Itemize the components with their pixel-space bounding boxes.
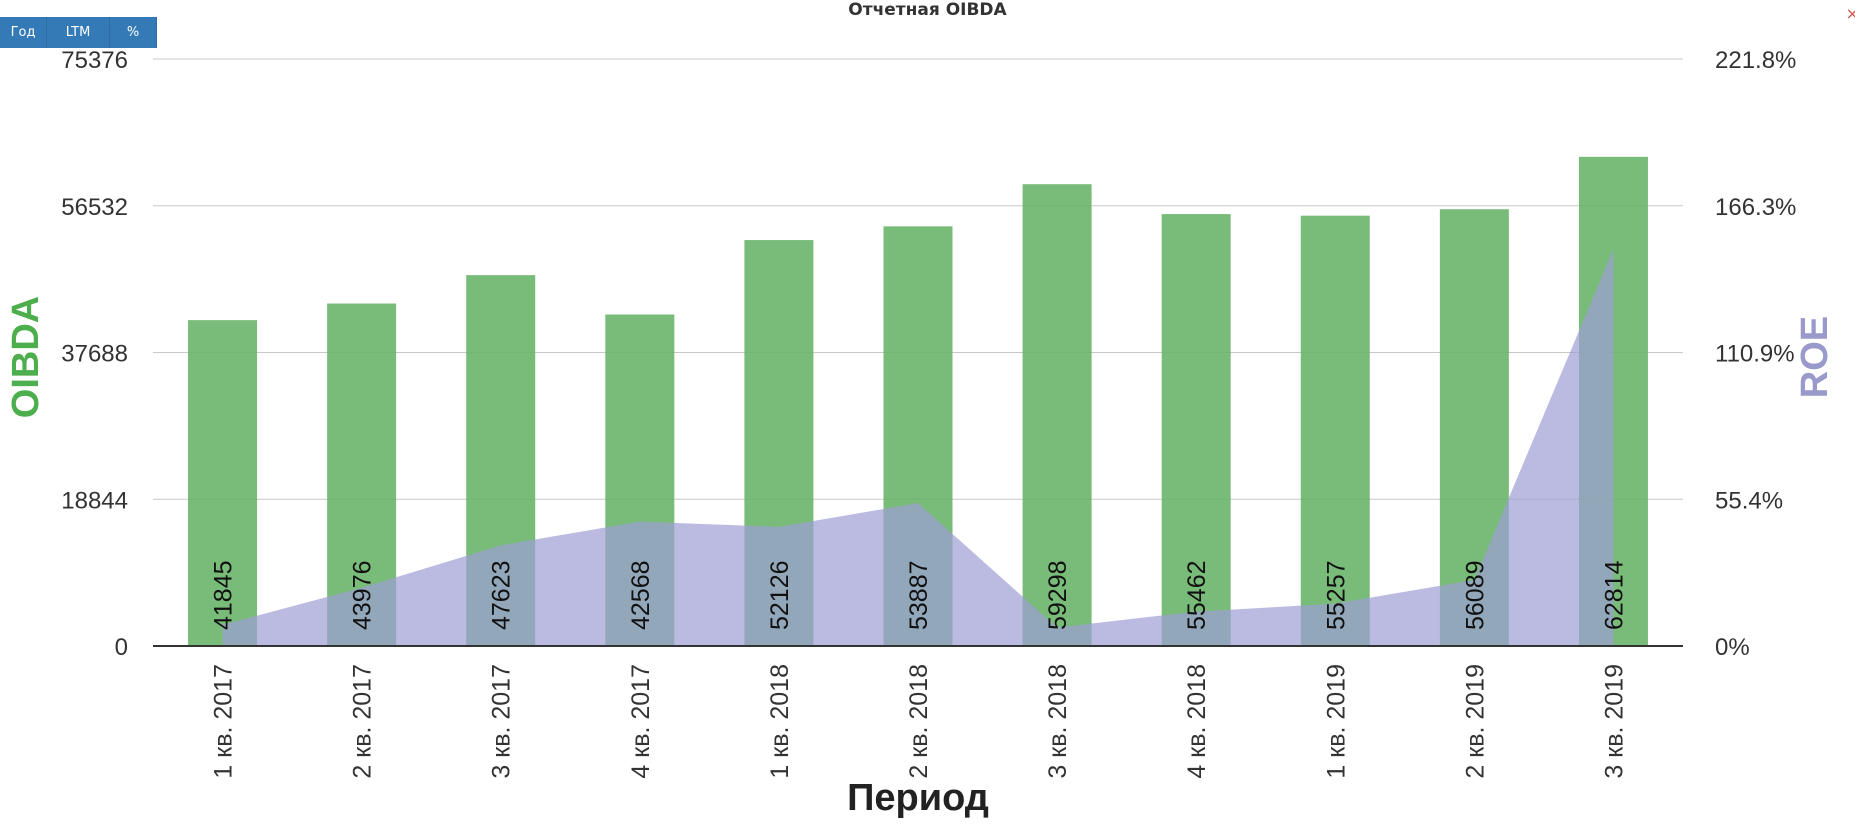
y2-tick-label: 110.9%: [1715, 341, 1795, 368]
y-tick-label: 37688: [61, 341, 128, 368]
bar: [1161, 214, 1231, 646]
chart-title: Отчетная OIBDA: [848, 0, 1007, 20]
x-tick-label: 3 кв. 2019: [1600, 664, 1628, 779]
y-axis-title: OIBDA: [5, 296, 47, 418]
data-label: 59298: [1044, 560, 1072, 630]
y-tick-label: 56532: [61, 194, 128, 221]
x-tick-label: 1 кв. 2019: [1322, 664, 1350, 779]
y2-axis-title: ROE: [1794, 316, 1836, 398]
data-label: 55257: [1322, 560, 1350, 630]
data-label: 55462: [1183, 560, 1211, 630]
bar: [1022, 184, 1092, 647]
y-tick-label: 0: [115, 634, 128, 661]
x-tick-label: 2 кв. 2019: [1461, 664, 1489, 779]
x-tick-label: 1 кв. 2017: [210, 664, 238, 779]
year-button[interactable]: Год: [0, 17, 47, 48]
x-axis-title: Период: [847, 777, 989, 819]
x-tick-label: 4 кв. 2017: [627, 664, 655, 779]
data-label: 42568: [627, 560, 655, 630]
data-label: 41845: [210, 560, 238, 630]
y2-tick-label: 55.4%: [1715, 487, 1783, 514]
ltm-button[interactable]: LTM: [47, 17, 110, 48]
percent-button[interactable]: %: [110, 17, 157, 48]
data-label: 62814: [1600, 560, 1628, 630]
x-tick-label: 4 кв. 2018: [1183, 664, 1211, 779]
data-label: 56089: [1461, 560, 1489, 630]
y-tick-label: 18844: [61, 487, 128, 514]
data-label: 52126: [766, 560, 794, 630]
y2-tick-label: 0%: [1715, 634, 1750, 661]
bar: [1300, 215, 1370, 647]
y2-tick-label: 221.8%: [1715, 47, 1796, 74]
bar: [188, 320, 258, 646]
period-toggle-group: Год LTM %: [0, 17, 157, 48]
x-tick-label: 2 кв. 2017: [349, 664, 377, 779]
x-tick-label: 3 кв. 2018: [1044, 664, 1072, 779]
close-icon[interactable]: ×: [1845, 4, 1855, 23]
x-tick-label: 2 кв. 2018: [905, 664, 933, 779]
data-label: 53887: [905, 560, 933, 630]
data-label: 43976: [349, 560, 377, 630]
y2-tick-label: 166.3%: [1715, 194, 1796, 221]
x-tick-label: 1 кв. 2018: [766, 664, 794, 779]
roe-area: [222, 249, 1614, 646]
x-tick-label: 3 кв. 2017: [488, 664, 516, 779]
data-label: 47623: [488, 560, 516, 630]
y-tick-label: 75376: [61, 47, 128, 74]
